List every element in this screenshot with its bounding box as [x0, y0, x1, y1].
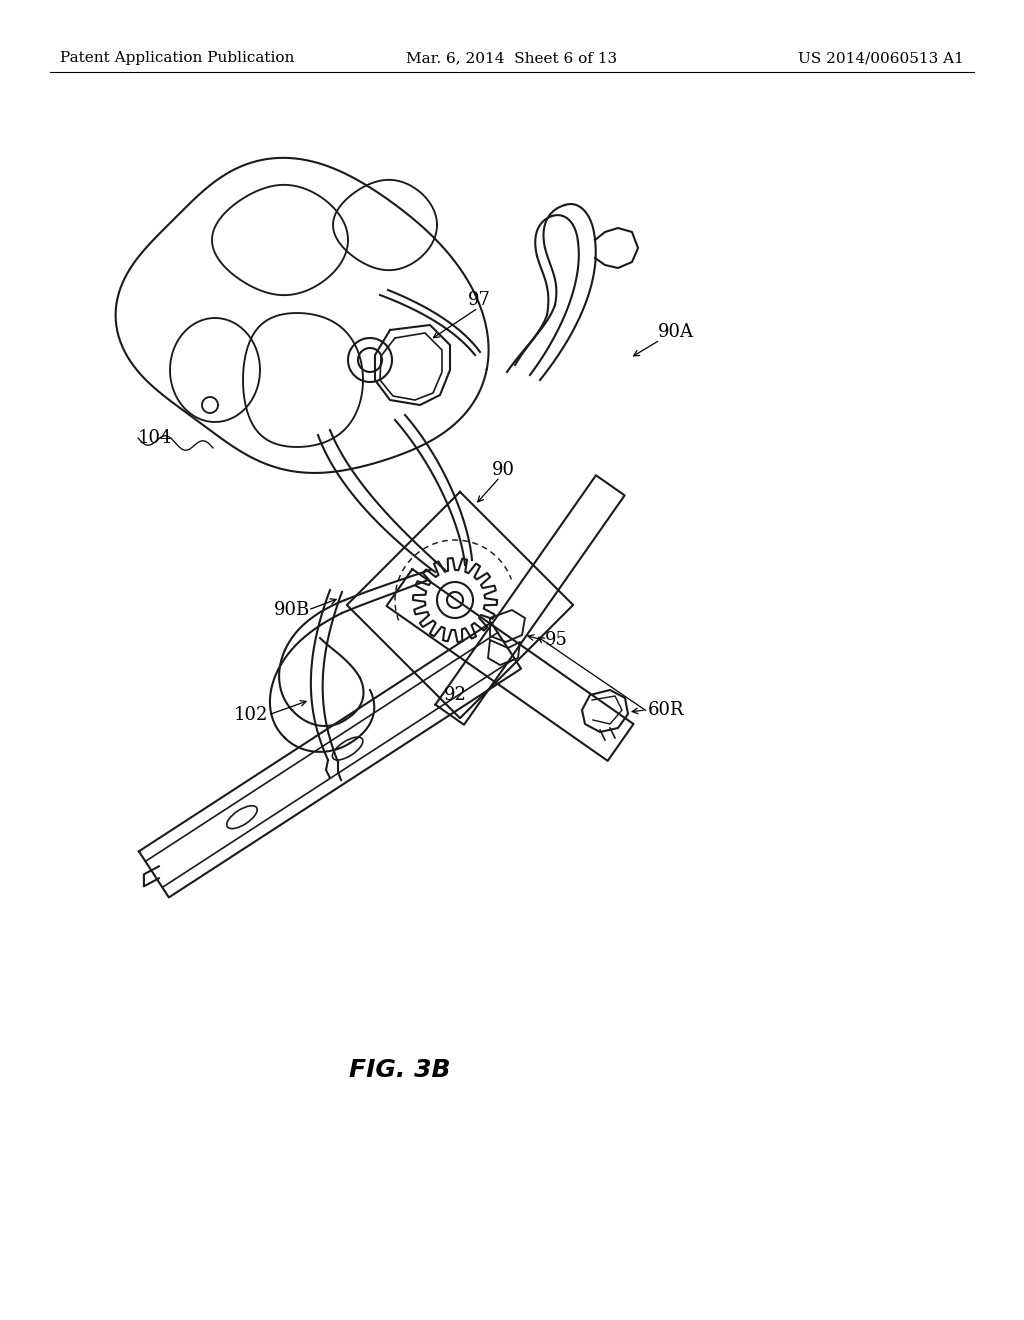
Text: 90A: 90A: [658, 323, 694, 341]
Text: US 2014/0060513 A1: US 2014/0060513 A1: [798, 51, 964, 65]
Text: 104: 104: [138, 429, 172, 447]
Text: 90B: 90B: [273, 601, 310, 619]
Text: 97: 97: [468, 290, 490, 309]
Text: 95: 95: [545, 631, 568, 649]
Text: Patent Application Publication: Patent Application Publication: [60, 51, 294, 65]
Text: 60R: 60R: [648, 701, 684, 719]
Text: Mar. 6, 2014  Sheet 6 of 13: Mar. 6, 2014 Sheet 6 of 13: [407, 51, 617, 65]
Text: 90: 90: [492, 461, 515, 479]
Text: 102: 102: [233, 706, 268, 723]
Text: FIG. 3B: FIG. 3B: [349, 1059, 451, 1082]
Text: 92: 92: [443, 686, 467, 704]
